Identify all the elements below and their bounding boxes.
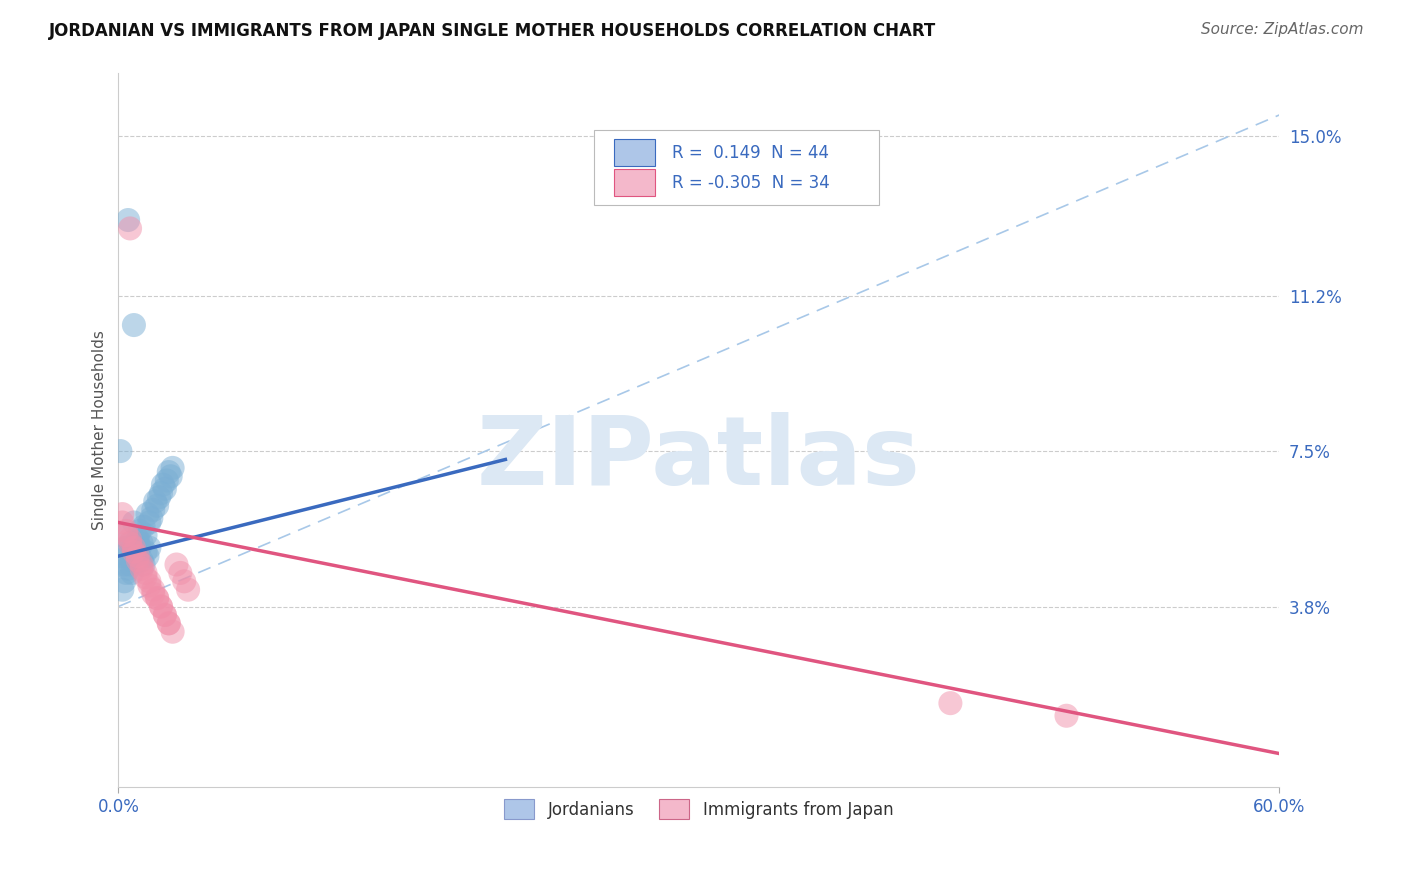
Point bbox=[111, 507, 134, 521]
Point bbox=[121, 553, 143, 567]
Point bbox=[138, 578, 160, 592]
Point bbox=[122, 545, 145, 559]
Point bbox=[125, 549, 148, 563]
Point bbox=[111, 582, 134, 597]
Point bbox=[125, 545, 148, 559]
Point bbox=[121, 566, 143, 580]
Point bbox=[150, 486, 173, 500]
Legend: Jordanians, Immigrants from Japan: Jordanians, Immigrants from Japan bbox=[498, 793, 900, 825]
Point bbox=[177, 582, 200, 597]
Point bbox=[115, 566, 138, 580]
Point bbox=[128, 524, 150, 538]
Point bbox=[118, 536, 141, 550]
Point bbox=[131, 558, 153, 572]
Point bbox=[127, 549, 149, 563]
Point bbox=[135, 528, 157, 542]
Point bbox=[939, 696, 962, 710]
Text: JORDANIAN VS IMMIGRANTS FROM JAPAN SINGLE MOTHER HOUSEHOLDS CORRELATION CHART: JORDANIAN VS IMMIGRANTS FROM JAPAN SINGL… bbox=[49, 22, 936, 40]
Text: R =  0.149  N = 44: R = 0.149 N = 44 bbox=[672, 144, 830, 161]
FancyBboxPatch shape bbox=[614, 169, 655, 196]
Point bbox=[117, 549, 139, 563]
FancyBboxPatch shape bbox=[595, 130, 879, 205]
Point bbox=[118, 558, 141, 572]
Point bbox=[153, 607, 176, 622]
Point bbox=[117, 213, 139, 227]
Point bbox=[148, 491, 170, 505]
Point bbox=[110, 444, 132, 458]
Point bbox=[131, 536, 153, 550]
Point bbox=[112, 574, 135, 589]
Point bbox=[127, 533, 149, 547]
Point bbox=[135, 570, 157, 584]
Point bbox=[150, 599, 173, 614]
Point bbox=[142, 503, 165, 517]
Point bbox=[146, 499, 169, 513]
Point bbox=[156, 474, 179, 488]
Point bbox=[131, 562, 153, 576]
Point bbox=[141, 511, 163, 525]
Point bbox=[132, 558, 155, 572]
Point bbox=[157, 616, 180, 631]
Point bbox=[118, 536, 141, 550]
Point bbox=[128, 541, 150, 555]
Point bbox=[112, 558, 135, 572]
Point bbox=[169, 566, 191, 580]
Point bbox=[127, 553, 149, 567]
Point bbox=[153, 482, 176, 496]
Point bbox=[143, 494, 166, 508]
Point bbox=[157, 465, 180, 479]
Point bbox=[115, 528, 138, 542]
Point bbox=[162, 624, 184, 639]
Text: ZIPatlas: ZIPatlas bbox=[477, 412, 921, 505]
Point bbox=[118, 533, 141, 547]
Point bbox=[138, 516, 160, 530]
Point bbox=[131, 553, 153, 567]
Point bbox=[152, 477, 174, 491]
Text: R = -0.305  N = 34: R = -0.305 N = 34 bbox=[672, 174, 830, 192]
Point bbox=[159, 469, 181, 483]
Y-axis label: Single Mother Households: Single Mother Households bbox=[93, 330, 107, 530]
Point bbox=[122, 541, 145, 555]
Point bbox=[115, 524, 138, 538]
Point bbox=[150, 599, 173, 614]
Point bbox=[136, 507, 159, 521]
Text: Source: ZipAtlas.com: Source: ZipAtlas.com bbox=[1201, 22, 1364, 37]
Point bbox=[136, 549, 159, 563]
Point bbox=[166, 558, 188, 572]
Point bbox=[138, 541, 160, 555]
Point bbox=[122, 318, 145, 332]
Point bbox=[111, 549, 134, 563]
Point bbox=[127, 536, 149, 550]
FancyBboxPatch shape bbox=[614, 139, 655, 166]
Point bbox=[132, 519, 155, 533]
Point bbox=[142, 582, 165, 597]
Point bbox=[173, 574, 195, 589]
Point bbox=[138, 574, 160, 589]
Point bbox=[157, 616, 180, 631]
Point bbox=[135, 566, 157, 580]
Point bbox=[162, 461, 184, 475]
Point bbox=[122, 541, 145, 555]
Point bbox=[111, 516, 134, 530]
Point bbox=[117, 562, 139, 576]
Point bbox=[146, 591, 169, 606]
Point bbox=[110, 528, 132, 542]
Point bbox=[142, 587, 165, 601]
Point bbox=[153, 607, 176, 622]
Point bbox=[115, 541, 138, 555]
Point bbox=[146, 591, 169, 606]
Point bbox=[135, 545, 157, 559]
Point bbox=[118, 221, 141, 235]
Point bbox=[1056, 708, 1078, 723]
Point bbox=[122, 516, 145, 530]
